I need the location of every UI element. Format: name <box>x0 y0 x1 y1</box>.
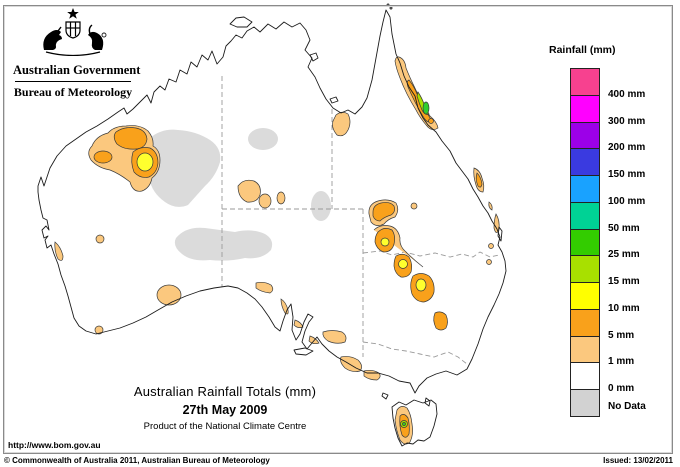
legend-label: 300 mm <box>608 115 646 127</box>
rainfall-contours <box>54 56 500 445</box>
copyright-text: © Commonwealth of Australia 2011, Austra… <box>4 456 270 465</box>
legend-label: 1 mm <box>608 356 635 368</box>
legend-label: 150 mm <box>608 169 646 180</box>
legend-swatch: 150 mm <box>571 149 645 180</box>
rain-area-25-50mm <box>402 101 430 426</box>
map-frame <box>3 5 673 454</box>
legend-swatch: 10 mm <box>571 283 640 314</box>
legend-swatch: 1 mm <box>571 336 634 367</box>
legend-swatch-no-data: No Data <box>571 390 646 416</box>
legend-label: 100 mm <box>608 195 646 207</box>
legend-swatch: 300 mm <box>571 95 645 127</box>
legend-swatch: 25 mm <box>571 229 640 260</box>
logo-government-text: Australian Government <box>13 63 141 77</box>
bom-logo: Australian Government Bureau of Meteorol… <box>13 6 141 100</box>
legend-swatch: 50 mm <box>571 202 640 234</box>
coat-of-arms-icon <box>43 8 104 57</box>
legend-swatch: 15 mm <box>571 256 640 287</box>
rain-area-10-15mm <box>136 152 427 292</box>
state-borders <box>221 76 500 365</box>
legend-label: 15 mm <box>608 276 640 287</box>
bom-url-text: http://www.bom.gov.au <box>8 440 101 450</box>
legend-swatch: 5 mm <box>571 309 634 341</box>
coastline <box>37 3 507 447</box>
legend-label: 0 mm <box>608 383 635 394</box>
legend-label: 10 mm <box>608 302 640 314</box>
legend-swatch: 200 mm <box>571 122 645 153</box>
legend-label: 50 mm <box>608 222 640 234</box>
legend-title: Rainfall (mm) <box>549 44 616 56</box>
legend-swatch: 400 mm <box>571 69 645 100</box>
legend-label: No Data <box>608 400 646 412</box>
map-title: Australian Rainfall Totals (mm) <box>133 384 317 399</box>
no-data-patches <box>146 128 331 261</box>
legend-label: 5 mm <box>608 329 635 341</box>
rain-area-5-10mm <box>93 79 483 438</box>
legend-swatch: 0 mm <box>571 363 634 394</box>
legend-label: 25 mm <box>608 249 640 261</box>
rainfall-legend: 400 mm 300 mm 200 mm 150 mm 100 mm 50 mm… <box>570 68 646 417</box>
legend-label: 400 mm <box>608 88 646 100</box>
legend-swatch: 100 mm <box>571 176 645 207</box>
logo-divider <box>15 81 131 82</box>
issued-date-text: Issued: 13/02/2011 <box>603 456 673 465</box>
map-date: 27th May 2009 <box>182 403 268 417</box>
legend-label: 200 mm <box>608 142 646 154</box>
map-product-line: Product of the National Climate Centre <box>143 421 307 432</box>
logo-bureau-text: Bureau of Meteorology <box>13 85 133 99</box>
title-block: Australian Rainfall Totals (mm) 27th May… <box>75 384 375 432</box>
